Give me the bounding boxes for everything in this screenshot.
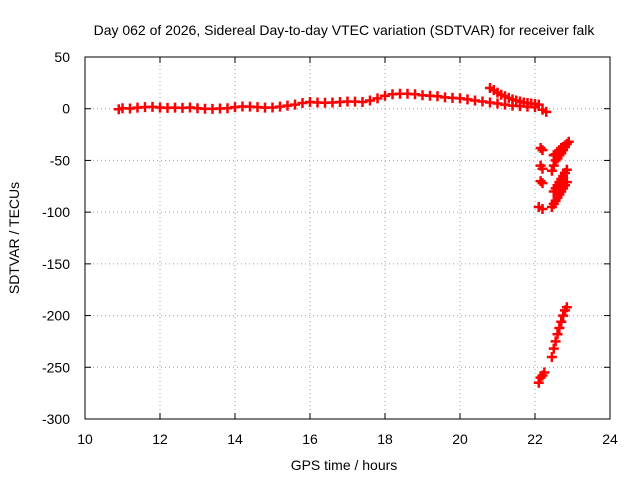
x-tick-label: 10	[77, 431, 93, 447]
x-tick-label: 20	[452, 431, 468, 447]
data-point	[537, 163, 548, 174]
data-point	[537, 204, 548, 215]
data-point	[561, 177, 572, 188]
grid	[85, 57, 610, 419]
x-tick-label: 16	[302, 431, 318, 447]
data-point	[546, 165, 557, 176]
y-tick-label: 0	[62, 101, 70, 117]
data-point	[537, 178, 548, 189]
y-tick-label: -50	[50, 152, 70, 168]
y-tick-label: 50	[54, 49, 70, 65]
data-point	[537, 145, 548, 156]
data-point	[558, 310, 569, 321]
x-tick-label: 24	[602, 431, 618, 447]
data-point	[548, 343, 559, 354]
data-point	[533, 377, 544, 388]
x-tick-label: 22	[527, 431, 543, 447]
data-point	[539, 367, 550, 378]
data-point	[560, 140, 570, 151]
data-point	[550, 336, 561, 347]
y-tick-label: -100	[42, 204, 70, 220]
x-tick-label: 12	[152, 431, 168, 447]
data-points	[113, 83, 574, 388]
y-tick-label: -250	[42, 359, 70, 375]
data-point	[533, 99, 544, 110]
y-axis-ticks: 50 0 -50 -100 -150 -200 -250 -300	[42, 49, 610, 427]
data-point	[380, 90, 390, 101]
data-point	[290, 99, 300, 110]
chart-title: Day 062 of 2026, Sidereal Day-to-day VTE…	[94, 22, 596, 38]
plot-frame	[84, 56, 611, 420]
y-tick-label: -150	[42, 256, 70, 272]
y-axis-label: SDTVAR / TECUs	[6, 182, 22, 294]
data-point	[561, 164, 572, 175]
data-point	[535, 176, 546, 187]
x-axis-ticks: 10 12 14 16 18 20 22 24	[77, 57, 618, 447]
y-tick-label: -300	[42, 411, 70, 427]
x-axis-label: GPS time / hours	[291, 457, 398, 473]
data-point	[372, 93, 383, 104]
data-point	[546, 351, 557, 362]
x-tick-label: 18	[377, 431, 393, 447]
data-point	[357, 96, 368, 107]
data-point	[535, 143, 546, 154]
data-point	[561, 302, 572, 313]
data-point	[365, 95, 375, 106]
data-point	[535, 372, 546, 383]
data-point	[552, 329, 563, 340]
x-tick-label: 14	[227, 431, 243, 447]
data-point	[541, 106, 552, 117]
y-tick-label: -200	[42, 308, 70, 324]
data-point	[556, 316, 567, 327]
data-point	[548, 160, 559, 171]
data-point	[554, 322, 565, 333]
